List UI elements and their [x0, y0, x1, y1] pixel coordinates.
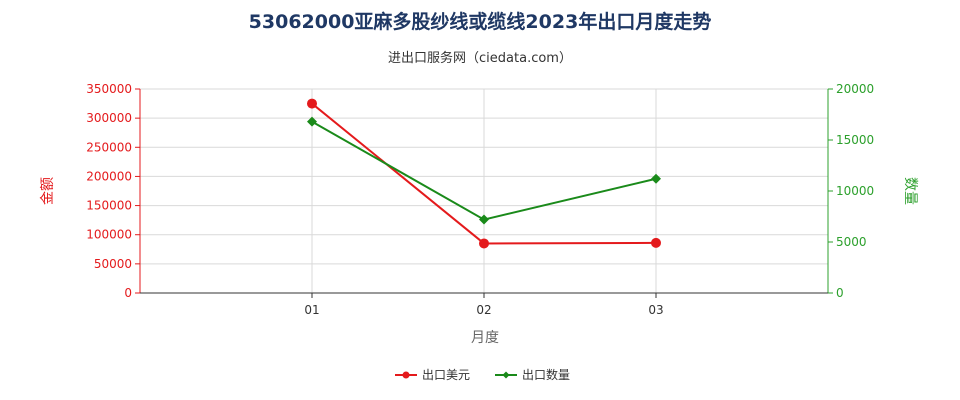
chart-subtitle: 进出口服务网（ciedata.com）: [388, 50, 572, 66]
chart-title: 53062000亚麻多股纱线或缆线2023年出口月度走势: [249, 10, 712, 33]
legend-item-2[interactable]: 出口数量: [495, 367, 570, 382]
x-tick-label: 03: [648, 303, 663, 317]
y-right-tick-label: 20000: [836, 82, 874, 96]
y-left-tick-label: 350000: [86, 82, 132, 96]
series-point-2[interactable]: [307, 116, 317, 127]
y-left-tick-label: 50000: [94, 257, 132, 271]
grid: [140, 88, 828, 293]
x-tick-label: 01: [304, 303, 319, 317]
x-tick-label: 02: [476, 303, 491, 317]
y-right-tick-label: 0: [836, 286, 844, 300]
series-point-1[interactable]: [307, 98, 317, 109]
legend-swatch-marker: [402, 371, 410, 379]
y-right-tick-label: 10000: [836, 184, 874, 198]
y-left-tick-label: 250000: [86, 140, 132, 154]
legend-swatch-marker: [502, 371, 510, 379]
y-axis-right-title: 数量: [902, 177, 918, 205]
legend-item-1[interactable]: 出口美元: [395, 368, 470, 382]
y-left-tick-label: 150000: [86, 199, 132, 213]
legend-label: 出口美元: [422, 368, 470, 382]
series-point-1[interactable]: [651, 237, 661, 248]
y-left-tick-label: 0: [124, 286, 132, 300]
legend: 出口美元 出口数量: [395, 367, 570, 382]
y-left-tick-label: 300000: [86, 111, 132, 125]
axes: 0500001000001500002000002500003000003500…: [86, 82, 874, 317]
series-point-1[interactable]: [479, 238, 489, 249]
y-right-tick-label: 15000: [836, 133, 874, 147]
series-layer: [307, 98, 661, 249]
x-axis-title: 月度: [471, 330, 499, 346]
y-left-tick-label: 200000: [86, 169, 132, 183]
series-point-2[interactable]: [651, 173, 661, 184]
y-left-tick-label: 100000: [86, 228, 132, 242]
series-point-2[interactable]: [479, 214, 489, 225]
legend-label: 出口数量: [522, 367, 570, 382]
y-right-tick-label: 5000: [836, 235, 867, 249]
y-axis-left-title: 金额: [40, 177, 56, 205]
